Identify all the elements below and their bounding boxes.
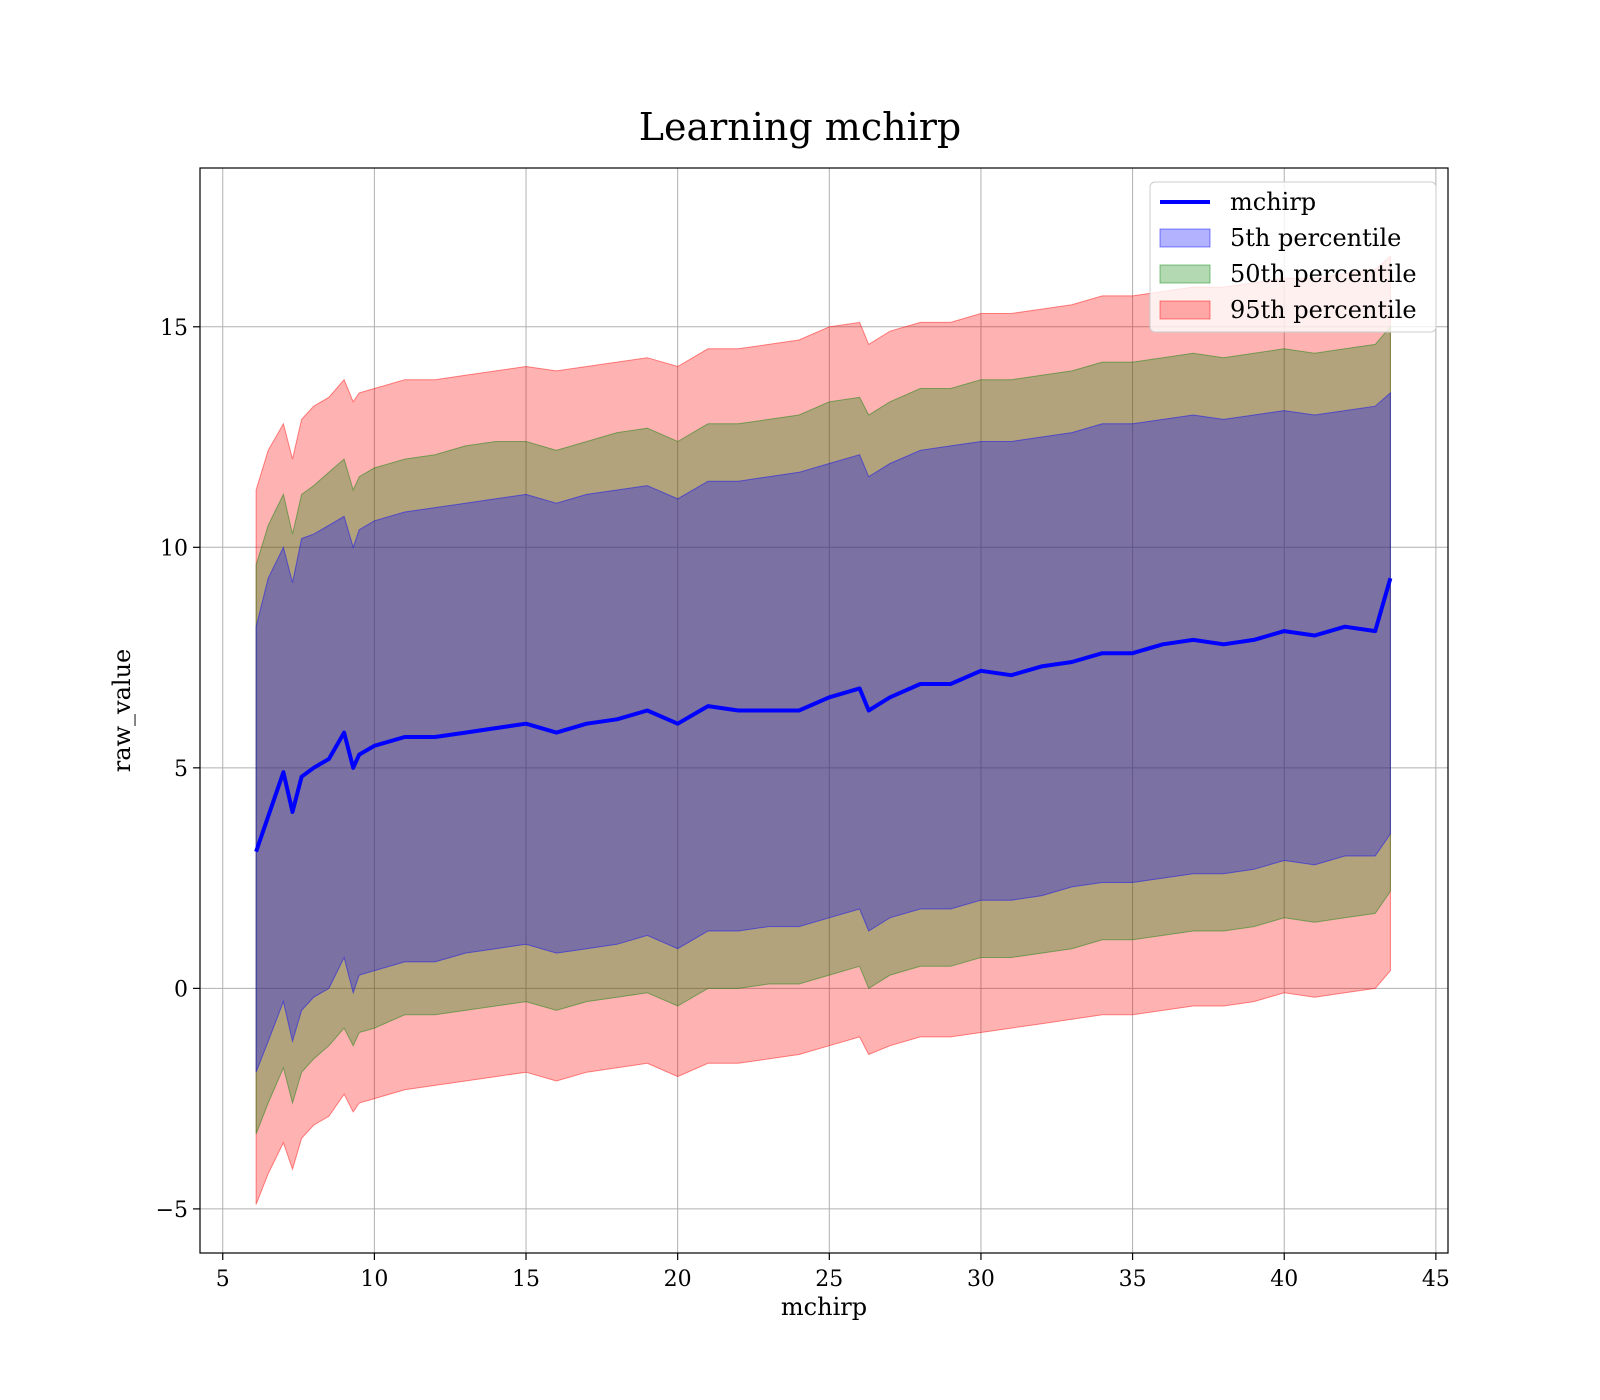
x-axis-title: mchirp — [781, 1293, 867, 1321]
x-tick-label-0: 5 — [216, 1267, 230, 1292]
y-tick-label-1: 0 — [174, 977, 188, 1002]
line-mchirp — [254, 577, 1393, 853]
x-tick-label-5: 30 — [967, 1267, 995, 1292]
y-tick-label-2: 5 — [174, 757, 188, 782]
legend-box — [1149, 181, 1437, 333]
x-tick-label-7: 40 — [1270, 1267, 1298, 1292]
band-50th-percentile — [255, 325, 1391, 1135]
y-tick-label-4: 15 — [160, 316, 188, 341]
x-tick-label-1: 10 — [360, 1267, 388, 1292]
y-axis-title: raw_value — [108, 649, 136, 773]
chart-title: Learning mchirp — [639, 105, 961, 149]
legend-swatch-3 — [1159, 300, 1211, 320]
axis-ticks: 5 10 15 20 25 30 35 40 45 −5 0 5 10 15 — [156, 316, 1450, 1292]
legend-swatch-1 — [1159, 228, 1211, 248]
x-tick-label-4: 25 — [815, 1267, 843, 1292]
x-tick-label-6: 35 — [1119, 1267, 1147, 1292]
plot-frame — [199, 167, 1449, 1254]
x-tick-label-8: 45 — [1422, 1267, 1450, 1292]
band-95th-percentile — [255, 255, 1391, 1205]
grid — [200, 168, 1448, 1253]
legend-label-2: 50th percentile — [1230, 260, 1417, 288]
y-tick-label-3: 10 — [160, 536, 188, 561]
series-lines — [254, 577, 1393, 853]
x-tick-label-3: 20 — [664, 1267, 692, 1292]
legend-label-1: 5th percentile — [1230, 224, 1401, 252]
legend: mchirp 5th percentile 50th percentile 95th … — [1149, 181, 1437, 333]
x-tick-label-2: 15 — [512, 1267, 540, 1292]
legend-swatch-2 — [1159, 264, 1211, 284]
band-5th-percentile — [255, 391, 1391, 1073]
y-tick-label-0: −5 — [156, 1198, 188, 1223]
legend-label-0: mchirp — [1230, 188, 1316, 216]
percentile-bands — [255, 255, 1391, 1205]
legend-label-3: 95th percentile — [1230, 296, 1417, 324]
